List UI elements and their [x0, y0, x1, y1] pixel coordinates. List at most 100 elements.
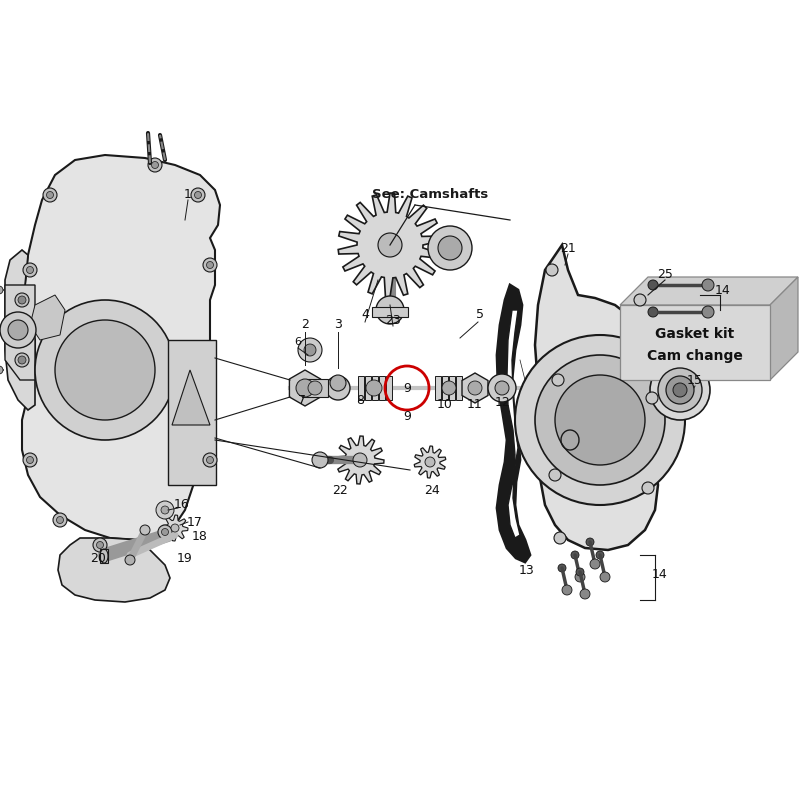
Text: 17: 17	[187, 515, 203, 529]
Circle shape	[15, 293, 29, 307]
Circle shape	[488, 374, 516, 402]
Text: 3: 3	[334, 318, 342, 331]
Circle shape	[330, 375, 346, 391]
Circle shape	[125, 555, 135, 565]
Text: 22: 22	[332, 483, 348, 497]
Circle shape	[549, 469, 561, 481]
Polygon shape	[462, 373, 488, 403]
Text: 1: 1	[184, 189, 192, 202]
Polygon shape	[290, 370, 321, 406]
Text: 19: 19	[177, 551, 193, 565]
Circle shape	[555, 375, 645, 465]
Circle shape	[8, 320, 28, 340]
Circle shape	[576, 568, 584, 576]
Circle shape	[326, 376, 350, 400]
Text: See: Camshafts: See: Camshafts	[372, 189, 488, 202]
Text: 24: 24	[424, 483, 440, 497]
Circle shape	[650, 360, 710, 420]
Circle shape	[162, 529, 169, 535]
Circle shape	[191, 188, 205, 202]
Circle shape	[0, 366, 3, 374]
Circle shape	[535, 355, 665, 485]
Circle shape	[702, 306, 714, 318]
Circle shape	[590, 559, 600, 569]
Text: 10: 10	[437, 398, 453, 411]
Polygon shape	[414, 446, 446, 478]
Circle shape	[26, 266, 34, 274]
Circle shape	[161, 506, 169, 514]
Circle shape	[304, 344, 316, 356]
Circle shape	[15, 353, 29, 367]
Text: 12: 12	[495, 397, 511, 410]
Circle shape	[53, 513, 67, 527]
Text: 15: 15	[687, 374, 703, 386]
Circle shape	[93, 538, 107, 552]
Polygon shape	[535, 245, 658, 550]
Circle shape	[55, 320, 155, 420]
Text: 14: 14	[715, 283, 731, 297]
Circle shape	[23, 453, 37, 467]
Circle shape	[596, 551, 604, 559]
Circle shape	[308, 381, 322, 395]
Text: 5: 5	[476, 309, 484, 322]
Polygon shape	[162, 515, 188, 541]
Text: 21: 21	[560, 242, 576, 254]
Circle shape	[648, 307, 658, 317]
Circle shape	[666, 376, 694, 404]
Text: Gasket kit: Gasket kit	[655, 326, 734, 341]
Circle shape	[203, 453, 217, 467]
Text: 11: 11	[467, 398, 483, 411]
Circle shape	[562, 585, 572, 595]
Circle shape	[312, 452, 328, 468]
Circle shape	[468, 381, 482, 395]
Circle shape	[378, 233, 402, 257]
Polygon shape	[5, 250, 35, 410]
Text: 14: 14	[652, 569, 668, 582]
Polygon shape	[58, 538, 170, 602]
Circle shape	[156, 501, 174, 519]
Bar	[302, 379, 328, 397]
Polygon shape	[338, 193, 442, 297]
Circle shape	[203, 258, 217, 272]
Circle shape	[586, 538, 594, 546]
Circle shape	[158, 525, 172, 539]
Text: 9: 9	[403, 410, 411, 422]
Text: 23: 23	[385, 314, 401, 326]
Circle shape	[442, 381, 456, 395]
Bar	[620, 305, 770, 380]
Circle shape	[600, 572, 610, 582]
Text: 16: 16	[174, 498, 190, 511]
Circle shape	[554, 532, 566, 544]
Circle shape	[366, 380, 382, 396]
Text: 7: 7	[298, 394, 306, 406]
Circle shape	[425, 457, 435, 467]
Circle shape	[558, 564, 566, 572]
Text: 4: 4	[361, 309, 369, 322]
Circle shape	[552, 374, 564, 386]
Bar	[372, 307, 408, 317]
Bar	[456, 376, 462, 400]
Bar	[168, 340, 216, 485]
Circle shape	[46, 191, 54, 198]
Circle shape	[673, 383, 687, 397]
Bar	[449, 376, 455, 400]
Circle shape	[658, 368, 702, 412]
Circle shape	[57, 517, 63, 523]
Circle shape	[140, 525, 150, 535]
Circle shape	[580, 589, 590, 599]
Bar	[365, 376, 371, 400]
Circle shape	[0, 312, 36, 348]
Circle shape	[18, 356, 26, 364]
Polygon shape	[336, 436, 384, 484]
Circle shape	[43, 188, 57, 202]
Circle shape	[206, 262, 214, 269]
Circle shape	[702, 279, 714, 291]
Text: 18: 18	[192, 530, 208, 543]
Polygon shape	[30, 295, 65, 340]
Bar	[100, 549, 108, 563]
Text: 2: 2	[301, 318, 309, 331]
Circle shape	[97, 542, 103, 549]
Text: 6: 6	[294, 337, 302, 347]
Polygon shape	[620, 277, 798, 305]
Bar	[386, 376, 392, 400]
